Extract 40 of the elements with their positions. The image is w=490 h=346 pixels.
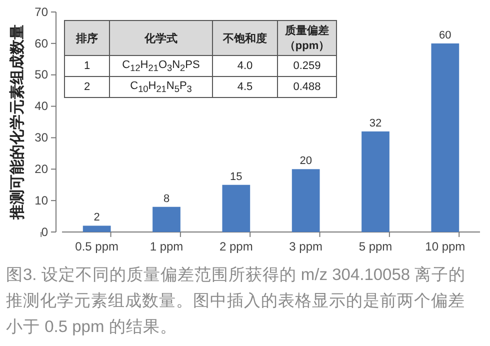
annotation: 4.5	[212, 76, 278, 98]
annotation: 化学式	[110, 20, 212, 56]
bar	[431, 43, 460, 232]
bar	[292, 169, 320, 232]
bar	[152, 206, 180, 232]
x-tick-label: 0.5 ppm	[75, 240, 119, 254]
y-tick-label: 70	[34, 4, 48, 19]
annotation: 4.0	[212, 56, 278, 76]
annotation: 0.488	[278, 76, 336, 98]
data-label: 20	[300, 155, 312, 168]
bar	[362, 131, 390, 232]
data-label: 2	[94, 212, 100, 224]
y-axis-title: 推测可能的化学元素组成数量	[9, 24, 26, 220]
bar	[82, 226, 111, 232]
data-label: 60	[439, 29, 452, 42]
y-tick-label: 10	[34, 193, 48, 208]
bar	[222, 184, 250, 232]
x-tick-label: 3 ppm	[289, 240, 323, 254]
caption: 图3. 设定不同的质量偏差范围所获得的 m/z 304.10058 离子的推测化学元素组成数量。图中插入的表格显示的是前两个偏差小于 0.5 ppm 的结果。	[6, 265, 467, 338]
annotation: 2	[180, 63, 186, 74]
annotation: 排序	[64, 20, 110, 56]
annotation: C$_{10}$H$_{21}$N$_{5}$P$_{3}$	[110, 76, 212, 98]
data-label: 15	[230, 170, 242, 183]
annotation: 不饱和度	[212, 20, 278, 56]
x-tick-label: 2 ppm	[219, 240, 253, 254]
text: 2	[84, 81, 90, 93]
data-label: 32	[369, 117, 382, 130]
y-tick-label: 40	[34, 99, 48, 114]
y-tick-label: 50	[34, 68, 48, 82]
x-tick-label: 10 ppm	[425, 240, 466, 254]
x-tick-label: 5 ppm	[358, 240, 392, 254]
y-tick-label: 0	[41, 224, 48, 239]
y-tick-label: 60	[34, 36, 48, 50]
annotation: 0.259	[278, 56, 336, 76]
data-label: 8	[163, 192, 170, 205]
annotation: 1	[64, 56, 110, 76]
annotation: 质量偏差（ppm）	[278, 20, 336, 56]
y-tick-label: 30	[34, 130, 48, 145]
y-tick-label: 20	[34, 162, 48, 176]
x-tick-label: 1 ppm	[150, 240, 184, 254]
